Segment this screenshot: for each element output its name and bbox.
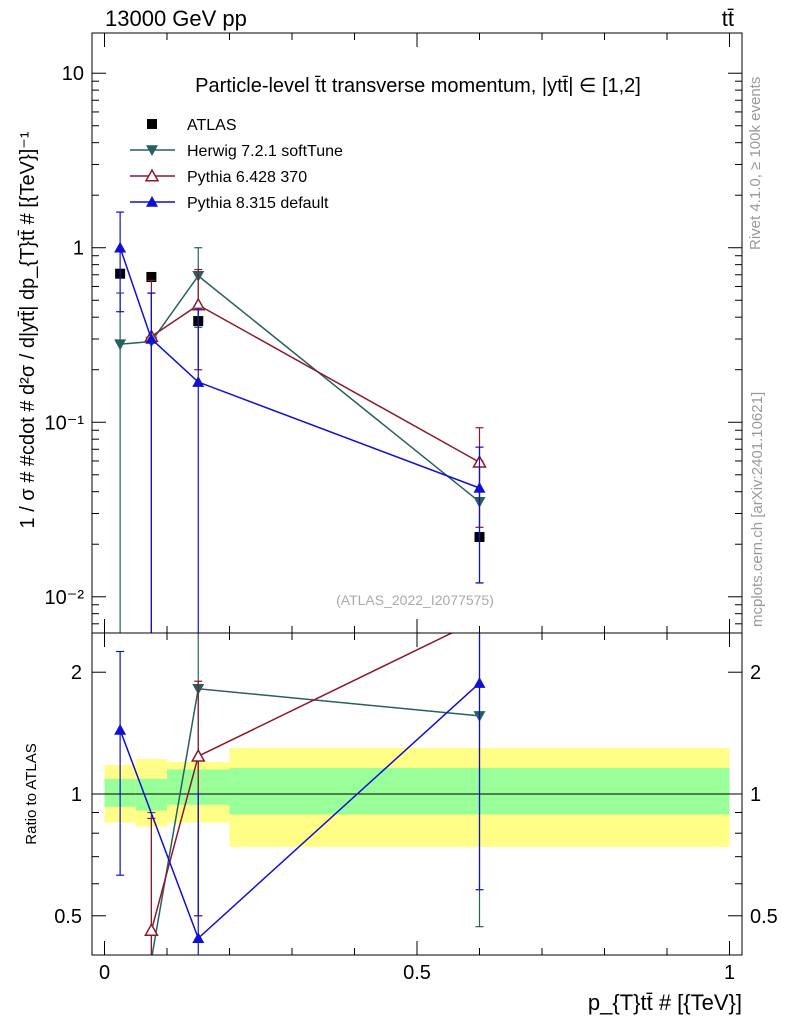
analysis-watermark: (ATLAS_2022_I2077575): [336, 592, 494, 608]
ratio-series-2: [114, 633, 486, 955]
x-tick-label: 1: [724, 962, 735, 984]
series-line: [120, 274, 480, 503]
legend-label: Pythia 8.315 default: [187, 195, 329, 212]
legend-marker: [147, 119, 157, 129]
ratio-data-point: [114, 723, 127, 735]
main-title: Particle-level t̄t transverse momentum, …: [195, 75, 641, 97]
main-series-layer: [114, 211, 487, 633]
ratio-y-tick-label: 0.5: [54, 906, 82, 928]
ratio-data-point: [145, 954, 158, 955]
data-point: [114, 241, 127, 253]
energy-label: 13000 GeV pp: [105, 6, 247, 31]
data-point: [114, 339, 127, 351]
data-point: [146, 271, 157, 282]
data-point: [145, 332, 158, 344]
legend-label: ATLAS: [187, 117, 237, 134]
series-0: [115, 268, 485, 543]
y-tick-label: 10⁻¹: [45, 412, 85, 434]
x-tick-label: 0.5: [403, 962, 431, 984]
ratio-series-1: [144, 613, 486, 955]
series-3: [114, 211, 486, 633]
ratio-y-axis-label: Ratio to ATLAS: [23, 743, 40, 844]
legend-label: Herwig 7.2.1 softTune: [187, 143, 343, 160]
process-label: tt̄: [722, 6, 734, 31]
ratio-data-point: [190, 748, 206, 762]
ratio-data-point: [144, 922, 159, 936]
main-y-axis-label: 1 / σ # #cdot # d²σ / d|ytt̄| dp_{T}tt̄ …: [17, 131, 39, 528]
ratio-y-tick-label-right: 2: [750, 662, 761, 684]
y-tick-label: 10: [62, 63, 84, 85]
x-axis-label: p_{T}tt̄ # [{TeV}]: [588, 990, 742, 1015]
ratio-y-tick-label-right: 0.5: [750, 906, 778, 928]
series-1: [114, 247, 486, 633]
ratio-data-point: [192, 932, 205, 944]
ratio-y-tick-label-right: 1: [750, 784, 761, 806]
ratio-y-tick-label: 2: [71, 662, 82, 684]
ratio-panel: 0.5 0.5 1 1 2 2 0 0.5 1 Ratio to ATLAS p_{T}tt̄ …: [23, 613, 778, 1015]
ratio-series-layer: [114, 613, 486, 955]
legend-marker: [146, 196, 158, 207]
legend-label: Pythia 6.428 370: [187, 169, 307, 186]
series-line: [119, 247, 480, 489]
main-y-tick-labels: 10⁻² 10⁻¹ 1 10: [45, 63, 85, 609]
rivet-label: Rivet 4.1.0, ≥ 100k events: [747, 77, 764, 250]
source-label: mcplots.cern.ch [arXiv:2401.10621]: [749, 392, 766, 627]
y-tick-label: 10⁻²: [45, 587, 85, 609]
x-tick-label: 0: [99, 962, 110, 984]
y-tick-label: 1: [73, 238, 84, 260]
ratio-frame: [91, 632, 743, 956]
ratio-y-tick-label: 1: [71, 784, 82, 806]
ratio-tick-labels: 0.5 0.5 1 1 2 2 0 0.5 1: [54, 662, 778, 984]
ratio-data-point: [474, 613, 486, 624]
legend: ATLAS Herwig 7.2.1 softTune Pythia 6.428 3…: [130, 117, 343, 212]
data-point: [192, 376, 205, 387]
main-panel: (ATLAS_2022_I2077575) 10⁻² 10⁻¹ 1 10 Partic…: [17, 32, 743, 634]
data-point: [473, 482, 486, 493]
ratio-data-point: [473, 677, 486, 688]
main-axis-ticks: [92, 33, 742, 633]
legend-marker: [144, 168, 160, 182]
legend-marker: [146, 145, 158, 156]
